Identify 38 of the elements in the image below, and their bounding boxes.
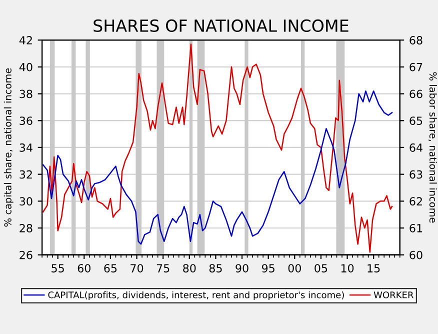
x-tick-label: 10	[341, 264, 354, 272]
y-tick-label: 40	[19, 62, 32, 72]
y2-axis-title: % labor share, national income	[428, 72, 437, 223]
line-series	[42, 43, 393, 253]
x-tick-label: 80	[183, 264, 196, 272]
y2-tick-label: 64	[410, 143, 422, 152]
x-tick-label: 15	[368, 264, 380, 272]
line-series	[42, 90, 393, 245]
y2-tick-label: 61	[410, 224, 422, 232]
y2-tick-label: 60	[410, 250, 422, 260]
x-tick-label: 65	[104, 264, 117, 272]
y2-tick-label: 67	[410, 62, 422, 72]
legend-label: WORKER	[374, 291, 414, 298]
x-tick-label: 75	[156, 264, 170, 272]
x-tick-label: 70	[130, 264, 144, 272]
x-tick-label: 95	[262, 264, 274, 272]
chart-title: SHARES OF NATIONAL INCOME	[94, 19, 348, 32]
y2-tick-label: 63	[410, 170, 422, 179]
x-tick-label: 00	[288, 264, 301, 272]
legend-label: CAPITAL(profits, dividends, interest, rent and proprietor's income)	[48, 291, 344, 300]
y2-tick-label: 68	[410, 36, 422, 44]
y2-tick-label: 65	[410, 116, 422, 125]
x-tick-label: 90	[236, 264, 248, 272]
y-tick-label: 32	[20, 170, 32, 179]
x-tick-label: 60	[78, 264, 90, 272]
y-tick-label: 28	[20, 224, 32, 232]
x-tick-label: 05	[314, 264, 328, 272]
y2-tick-label: 62	[410, 197, 422, 206]
x-tick-label: 85	[209, 264, 222, 272]
x-tick-label: 55	[52, 264, 64, 272]
y-tick-label: 26	[20, 250, 32, 260]
y-axis-title: % capital share, national income	[4, 68, 14, 227]
y-tick-label: 34	[20, 143, 32, 152]
y-tick-label: 36	[20, 116, 32, 125]
y-tick-label: 30	[20, 197, 32, 206]
y-tick-label: 42	[19, 36, 32, 44]
y2-tick-label: 66	[410, 90, 422, 98]
y-tick-label: 38	[20, 90, 32, 98]
